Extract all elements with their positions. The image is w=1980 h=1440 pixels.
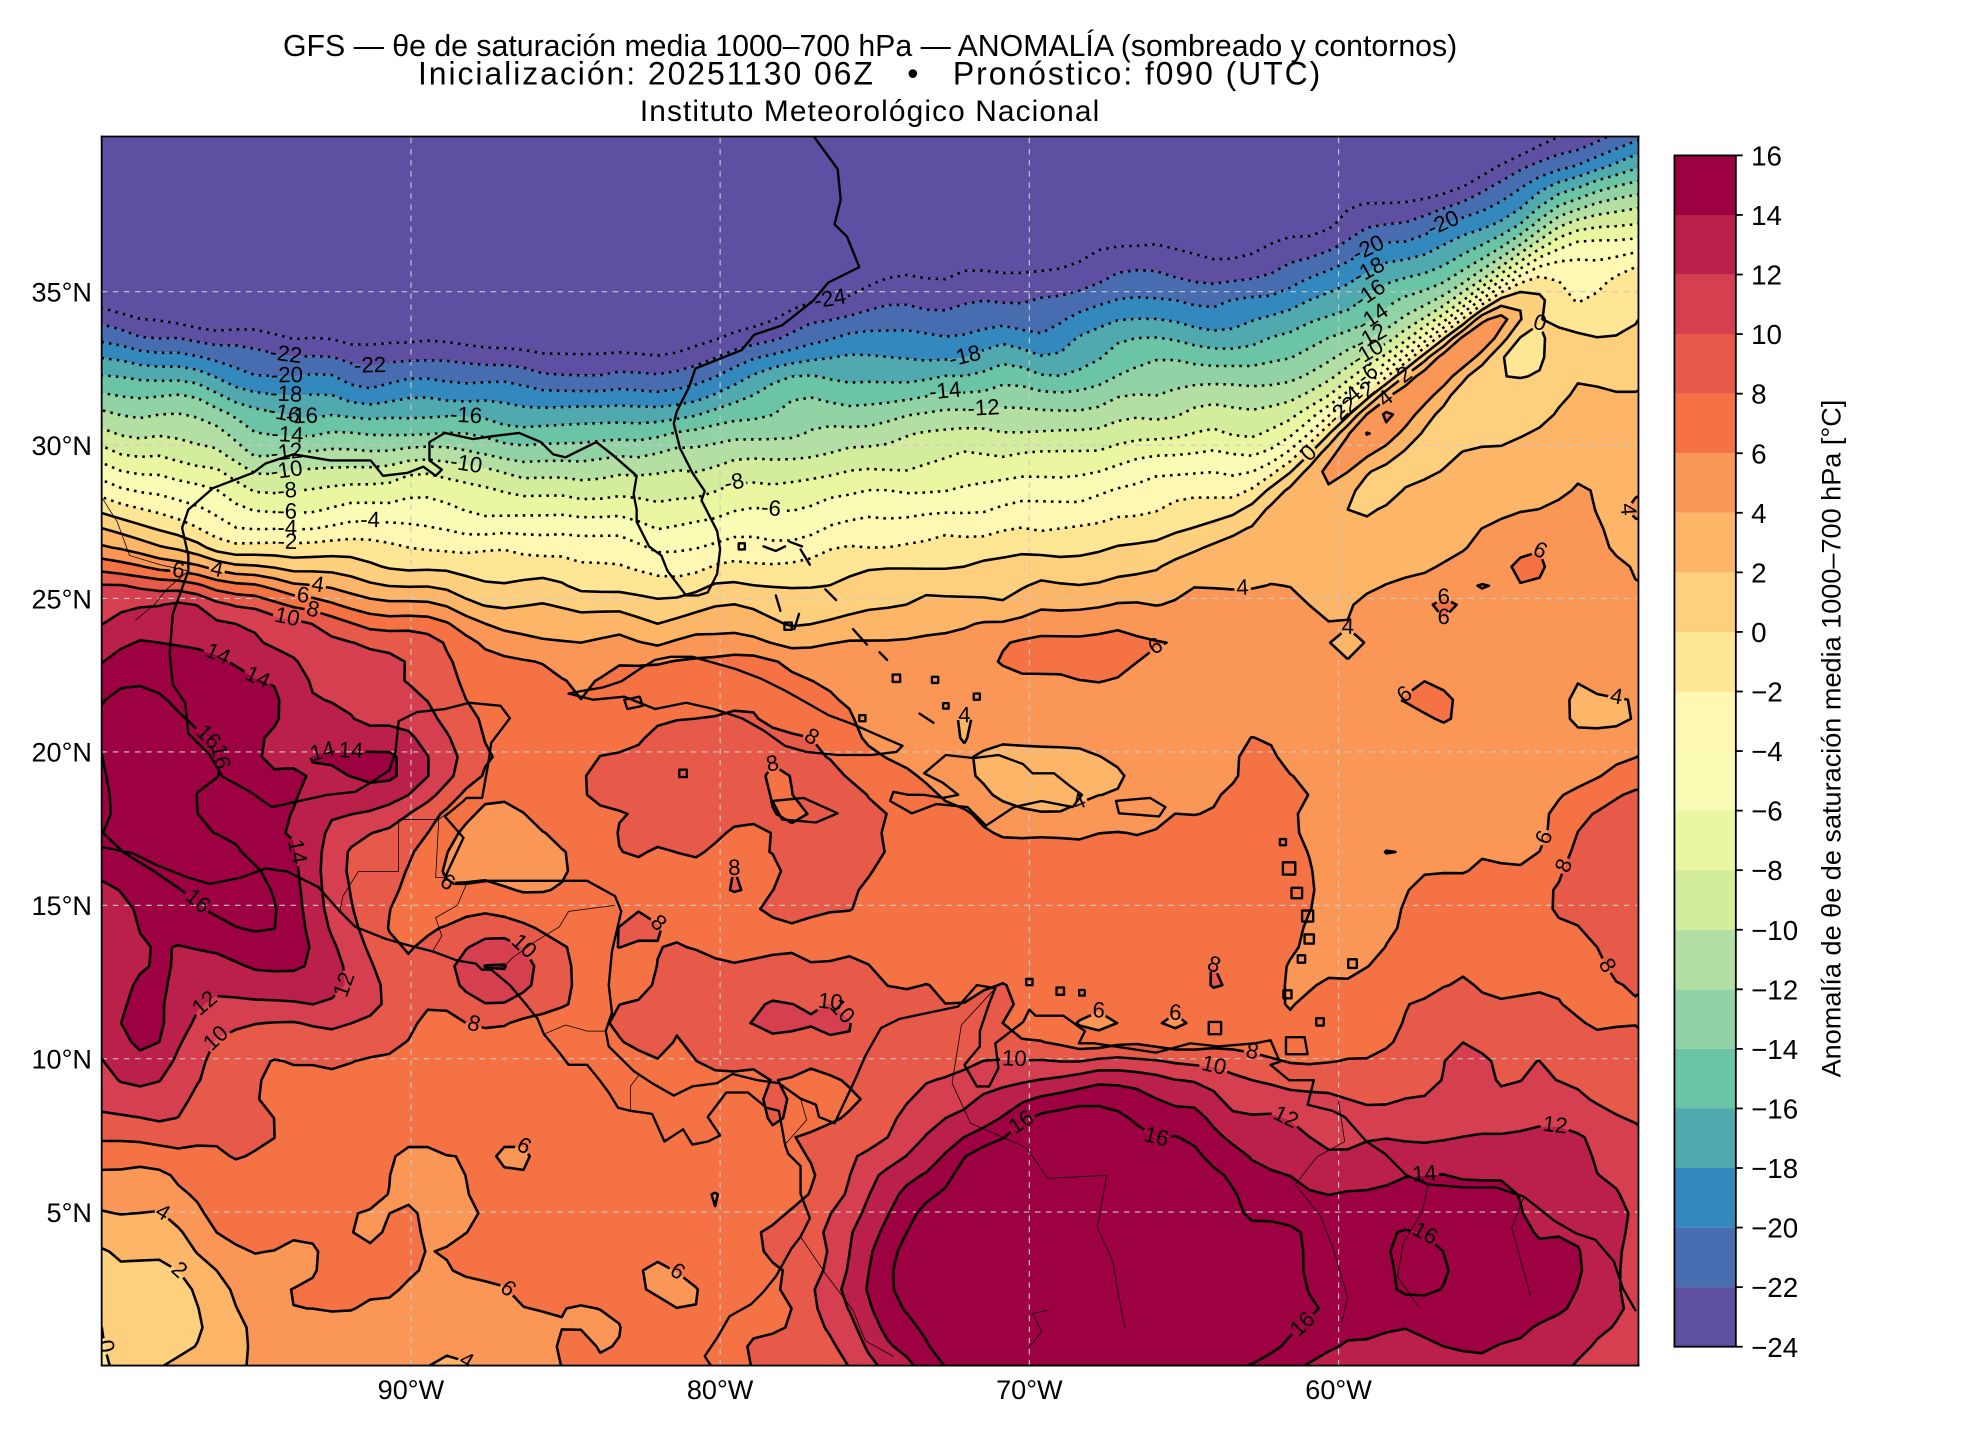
svg-text:70°W: 70°W — [996, 1374, 1063, 1405]
svg-text:8: 8 — [728, 855, 741, 880]
svg-text:-14: -14 — [271, 421, 304, 448]
svg-text:0: 0 — [1751, 617, 1766, 648]
svg-text:Inicialización: 20251130 06Z: Inicialización: 20251130 06Z • Pronóstic… — [418, 56, 1322, 92]
svg-text:-22: -22 — [268, 339, 303, 368]
svg-text:4: 4 — [208, 555, 226, 582]
svg-text:4: 4 — [1751, 498, 1766, 529]
svg-text:−14: −14 — [1751, 1034, 1798, 1065]
svg-text:4: 4 — [1608, 683, 1625, 710]
svg-text:8: 8 — [1751, 379, 1766, 410]
svg-text:10°N: 10°N — [31, 1044, 92, 1075]
svg-text:-12: -12 — [967, 394, 1001, 421]
svg-text:12: 12 — [1541, 1111, 1569, 1139]
svg-text:8: 8 — [1244, 1037, 1261, 1064]
svg-text:14: 14 — [1411, 1160, 1437, 1187]
svg-text:-6: -6 — [760, 494, 782, 521]
svg-text:-4: -4 — [277, 515, 297, 540]
svg-text:-4: -4 — [360, 507, 380, 532]
svg-text:16: 16 — [1751, 140, 1782, 171]
svg-text:6: 6 — [1092, 997, 1106, 1023]
svg-text:14: 14 — [283, 837, 312, 866]
svg-text:−24: −24 — [1751, 1332, 1798, 1363]
svg-text:4: 4 — [1341, 614, 1354, 639]
svg-text:-22: -22 — [354, 352, 387, 378]
svg-text:−2: −2 — [1751, 677, 1783, 708]
svg-text:8: 8 — [304, 595, 322, 622]
svg-text:−4: −4 — [1751, 736, 1783, 767]
svg-text:10: 10 — [1002, 1045, 1028, 1071]
svg-text:-18: -18 — [270, 380, 303, 407]
svg-text:-16: -16 — [286, 403, 319, 429]
svg-text:-10: -10 — [269, 455, 304, 484]
svg-text:−20: −20 — [1751, 1213, 1798, 1244]
svg-text:-24: -24 — [812, 283, 848, 313]
svg-text:6: 6 — [1751, 438, 1766, 469]
svg-text:−8: −8 — [1751, 855, 1783, 886]
svg-text:35°N: 35°N — [31, 277, 92, 308]
svg-text:6: 6 — [1169, 1000, 1183, 1026]
svg-text:-8: -8 — [276, 477, 298, 504]
svg-text:5°N: 5°N — [47, 1197, 92, 1228]
svg-text:10: 10 — [1199, 1050, 1229, 1080]
svg-text:GFS — θe de saturación media 1: GFS — θe de saturación media 1000–700 hP… — [283, 30, 1457, 63]
svg-text:4: 4 — [958, 702, 971, 727]
svg-text:90°W: 90°W — [378, 1374, 445, 1405]
svg-text:12: 12 — [1751, 260, 1782, 291]
svg-text:14: 14 — [307, 736, 337, 766]
svg-text:6: 6 — [1437, 584, 1450, 609]
svg-text:4: 4 — [310, 571, 326, 598]
svg-text:-16: -16 — [266, 397, 302, 428]
svg-text:2: 2 — [1751, 557, 1766, 588]
svg-text:−18: −18 — [1751, 1153, 1798, 1184]
svg-text:−12: −12 — [1751, 974, 1798, 1005]
svg-text:15°N: 15°N — [31, 890, 92, 921]
svg-text:4: 4 — [1616, 502, 1642, 516]
svg-text:30°N: 30°N — [31, 430, 92, 461]
svg-text:-2: -2 — [277, 529, 297, 554]
svg-text:14: 14 — [338, 737, 364, 763]
svg-text:6: 6 — [171, 557, 186, 583]
svg-text:−16: −16 — [1751, 1094, 1798, 1125]
svg-text:Anomalía de θe de saturación m: Anomalía de θe de saturación media 1000–… — [1815, 400, 1846, 1078]
svg-text:-10: -10 — [448, 448, 484, 478]
svg-text:0: 0 — [93, 1338, 120, 1355]
svg-text:Instituto Meteorológico Nacion: Instituto Meteorológico Nacional — [640, 95, 1100, 128]
svg-text:10: 10 — [273, 602, 302, 632]
svg-text:16: 16 — [206, 742, 236, 772]
svg-text:20°N: 20°N — [31, 737, 92, 768]
svg-text:80°W: 80°W — [687, 1374, 754, 1405]
svg-text:6: 6 — [295, 582, 310, 608]
svg-text:16: 16 — [1142, 1121, 1172, 1151]
svg-text:6: 6 — [1437, 604, 1450, 629]
svg-text:10: 10 — [817, 988, 844, 1015]
svg-text:−6: −6 — [1751, 796, 1783, 827]
svg-text:-12: -12 — [269, 437, 304, 466]
svg-text:4: 4 — [1236, 574, 1249, 600]
svg-text:-20: -20 — [271, 362, 304, 388]
svg-text:−10: −10 — [1751, 915, 1798, 946]
svg-text:14: 14 — [1751, 200, 1782, 231]
svg-text:−22: −22 — [1751, 1272, 1798, 1303]
svg-text:-16: -16 — [449, 401, 482, 428]
svg-text:25°N: 25°N — [31, 583, 92, 614]
svg-text:-6: -6 — [277, 498, 297, 524]
svg-text:8: 8 — [764, 750, 781, 777]
svg-text:60°W: 60°W — [1305, 1374, 1372, 1405]
svg-text:-14: -14 — [928, 377, 962, 405]
svg-text:10: 10 — [1751, 319, 1782, 350]
